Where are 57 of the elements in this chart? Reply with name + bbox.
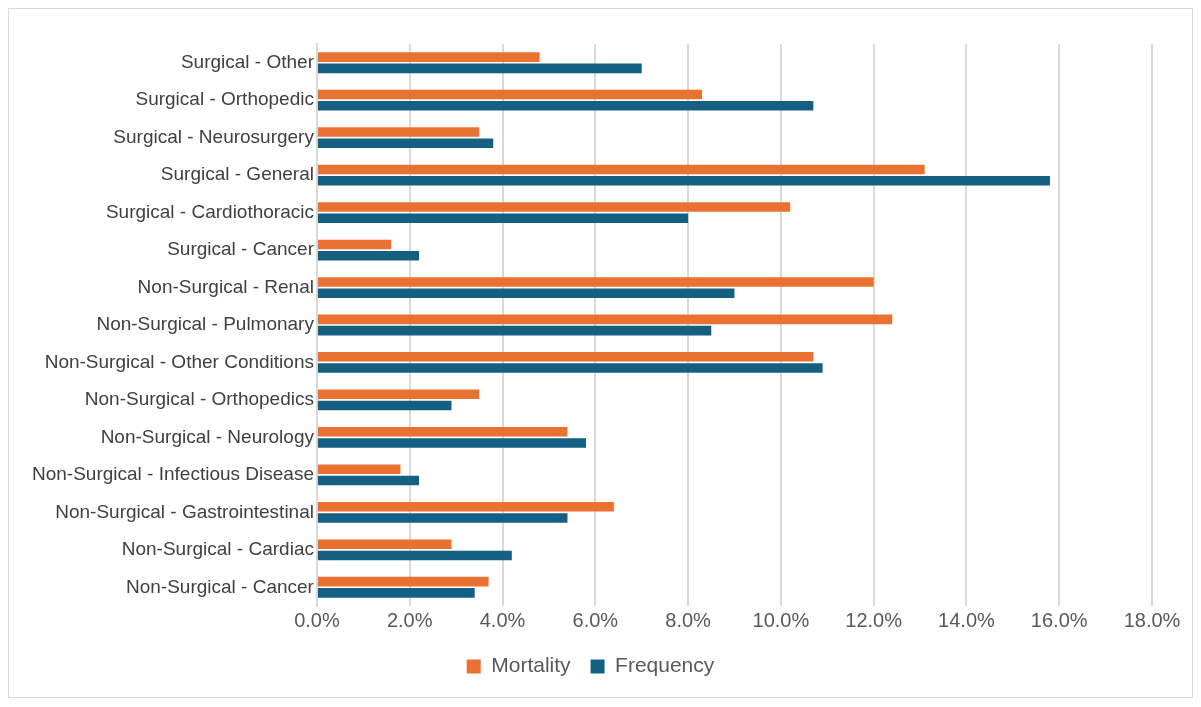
y-tick-label: Surgical - Orthopedic — [135, 88, 314, 110]
bar — [317, 352, 814, 362]
bar — [317, 314, 893, 325]
bar — [317, 400, 452, 411]
legend-label: Mortality — [491, 653, 572, 677]
bar — [317, 164, 925, 175]
y-tick-label: Non-Surgical - Neurology — [100, 425, 315, 447]
y-tick-label: Surgical - Other — [180, 50, 315, 72]
bar — [317, 513, 568, 523]
bar — [317, 250, 420, 261]
bar — [317, 89, 703, 100]
y-tick-label: Non-Surgical - Infectious Disease — [31, 463, 314, 485]
bar — [317, 588, 475, 598]
x-tick-label: 8.0% — [665, 608, 712, 631]
bar — [317, 101, 814, 111]
y-tick-label: Non-Surgical - Orthopedics — [84, 388, 314, 410]
x-tick-label: 16.0% — [1030, 608, 1088, 631]
x-tick-label: 6.0% — [572, 608, 619, 631]
x-tick-label: 12.0% — [845, 608, 903, 631]
x-tick-label: 2.0% — [386, 608, 433, 631]
bar — [317, 175, 1050, 186]
y-tick-label: Non-Surgical - Other Conditions — [44, 350, 314, 372]
y-tick-label: Surgical - General — [160, 163, 314, 185]
bar — [317, 138, 494, 149]
bar — [317, 363, 823, 373]
y-tick-label: Non-Surgical - Renal — [137, 275, 314, 297]
x-tick-label: 10.0% — [752, 608, 810, 631]
bar — [317, 213, 689, 223]
bar — [317, 277, 874, 287]
y-tick-label: Non-Surgical - Cardiac — [121, 538, 314, 560]
bar — [317, 438, 587, 448]
bar — [317, 550, 512, 561]
bar — [317, 202, 791, 212]
x-tick-label: 4.0% — [479, 608, 526, 631]
bar — [317, 325, 712, 336]
bar — [317, 63, 642, 74]
x-tick-label: 0.0% — [294, 608, 340, 631]
bar — [317, 475, 420, 486]
bar — [317, 389, 480, 400]
x-tick-label: 18.0% — [1123, 608, 1181, 631]
bar — [317, 52, 540, 62]
bar — [317, 464, 401, 475]
y-tick-label: Surgical - Cancer — [167, 238, 315, 260]
y-tick-label: Non-Surgical - Gastrointestinal — [55, 500, 314, 522]
y-tick-label: Non-Surgical - Pulmonary — [96, 313, 315, 335]
y-tick-label: Surgical - Neurosurgery — [113, 125, 315, 147]
legend-label: Frequency — [615, 653, 715, 677]
y-tick-label: Non-Surgical - Cancer — [125, 575, 315, 597]
y-tick-label: Surgical - Cardiothoracic — [105, 200, 314, 222]
x-tick-label: 14.0% — [938, 608, 995, 631]
bar — [317, 288, 735, 298]
bar — [317, 239, 392, 250]
bar — [317, 127, 480, 137]
bar — [317, 576, 489, 587]
bar — [317, 427, 568, 437]
bar — [317, 539, 452, 549]
bar — [317, 501, 614, 512]
